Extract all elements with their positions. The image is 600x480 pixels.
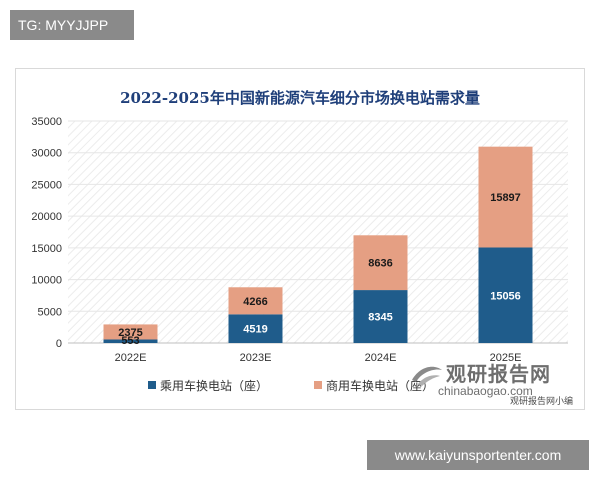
- bar-commercial: [228, 287, 283, 315]
- data-label-commercial: 4266: [243, 296, 267, 308]
- y-tick-label: 15000: [31, 243, 62, 255]
- data-label-passenger: 8345: [368, 312, 392, 324]
- bar-commercial: [478, 146, 533, 248]
- x-axis-ticks: 2022E 2023E 2024E 2025E: [115, 352, 522, 364]
- x-tick-label: 2025E: [490, 352, 522, 364]
- swoosh-logo-icon: [412, 366, 442, 386]
- chart-title: 2022-2025年中国新能源汽车细分市场换电站需求量: [120, 89, 480, 107]
- data-label-commercial: 15897: [490, 192, 521, 204]
- tg-tag: TG: MYYJJPP: [10, 10, 134, 40]
- y-tick-label: 0: [56, 338, 62, 350]
- x-tick-label: 2023E: [240, 352, 272, 364]
- data-label-commercial: 2375: [118, 327, 142, 339]
- y-tick-label: 10000: [31, 275, 62, 287]
- watermark-en-text: chinabaogao.com: [438, 384, 533, 398]
- y-axis-ticks: 0 5000 10000 15000 20000 25000 30000 35000: [31, 116, 62, 350]
- data-label-passenger: 553: [121, 335, 139, 347]
- y-tick-label: 25000: [31, 179, 62, 191]
- bar-commercial: [353, 235, 408, 291]
- y-tick-label: 5000: [38, 306, 62, 318]
- data-label-commercial: 8636: [368, 258, 392, 270]
- url-banner: www.kaiyunsportenter.com: [367, 440, 589, 470]
- legend-swatch-passenger: [148, 381, 156, 389]
- bar-passenger: [103, 339, 158, 343]
- y-tick-label: 35000: [31, 116, 62, 128]
- bar-commercial: [103, 324, 158, 340]
- data-label-passenger: 15056: [490, 290, 521, 302]
- bar-passenger: [228, 314, 283, 343]
- watermark-sub-text: 观研报告网小编: [510, 397, 574, 407]
- legend-label-passenger: 乘用车换电站（座）: [160, 378, 268, 393]
- watermark-cn-text: 观研报告网: [446, 362, 551, 386]
- watermark-logo: 观研报告网 chinabaogao.com 观研报告网小编: [410, 358, 573, 408]
- legend: 乘用车换电站（座） 商用车换电站（座）: [148, 378, 434, 393]
- bar-passenger: [353, 290, 408, 343]
- y-tick-label: 30000: [31, 148, 62, 160]
- x-tick-label: 2024E: [365, 352, 397, 364]
- chart-container: 2022-2025年中国新能源汽车细分市场换电站需求量 0 5000 10000 15…: [15, 68, 585, 410]
- x-tick-label: 2022E: [115, 352, 147, 364]
- legend-swatch-commercial: [314, 381, 322, 389]
- bar-passenger: [478, 247, 533, 343]
- legend-label-commercial: 商用车换电站（座）: [326, 378, 434, 393]
- data-label-passenger: 4519: [243, 324, 267, 336]
- y-tick-label: 20000: [31, 211, 62, 223]
- stacked-bar-chart: 2022-2025年中国新能源汽车细分市场换电站需求量 0 5000 10000 15…: [31, 89, 568, 393]
